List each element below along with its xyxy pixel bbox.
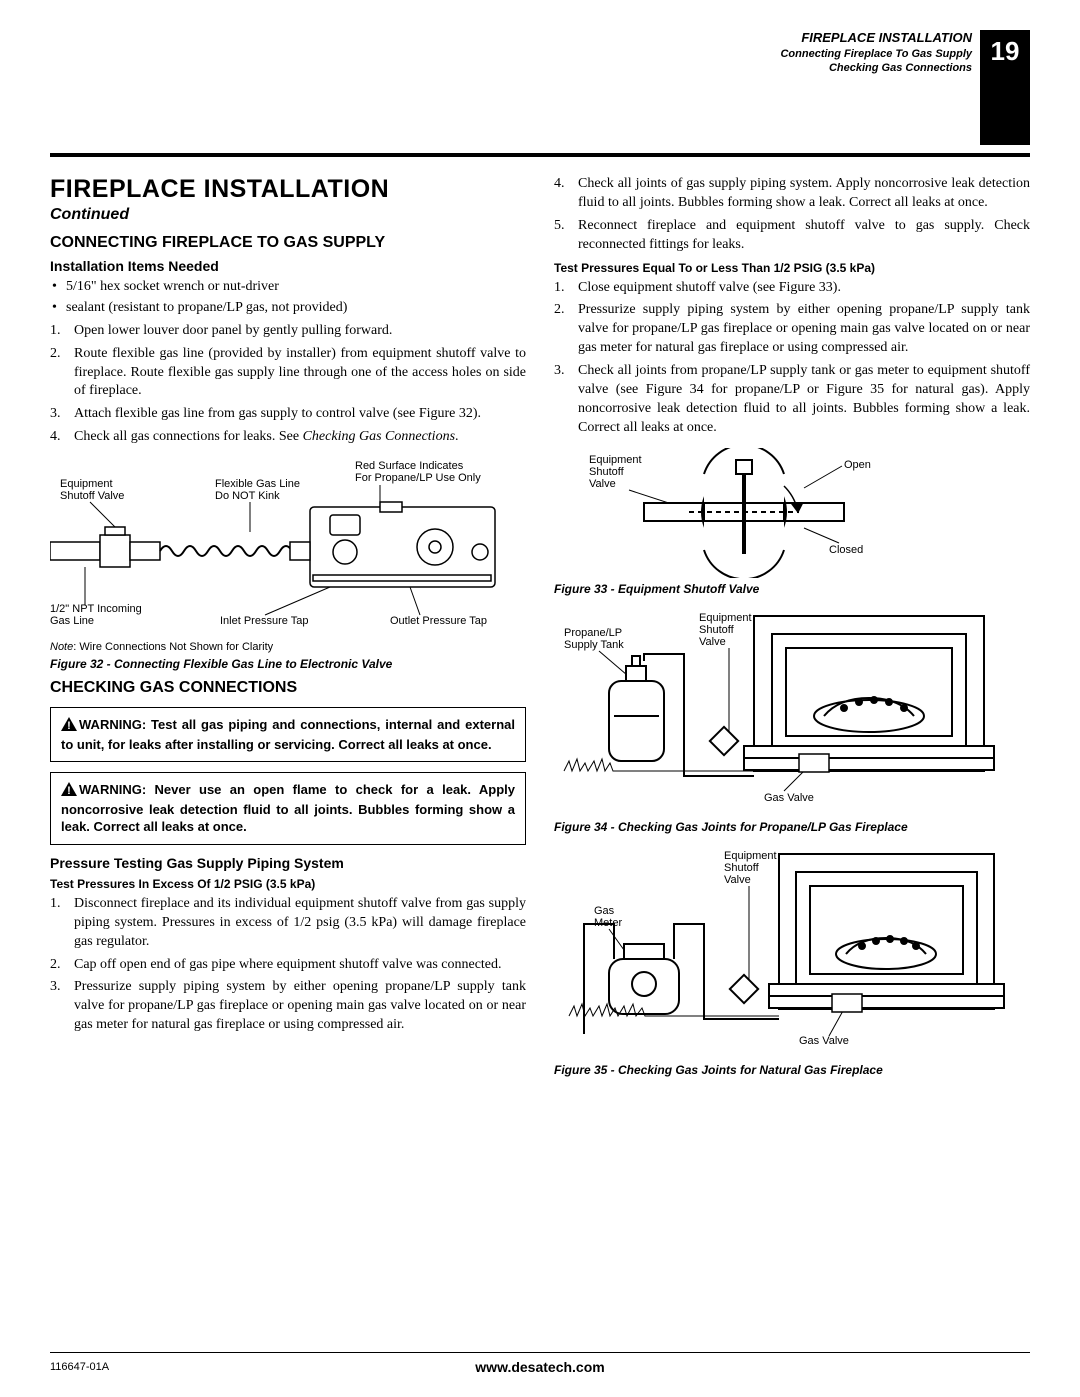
continued-steps-list: Check all joints of gas supply piping sy…: [554, 175, 1030, 255]
svg-text:For Propane/LP Use Only: For Propane/LP Use Only: [355, 472, 481, 484]
list-item: Disconnect fireplace and its individual …: [74, 895, 526, 952]
list-item: Check all joints of gas supply piping sy…: [578, 175, 1030, 213]
svg-text:Propane/LP: Propane/LP: [564, 627, 622, 639]
warning-text-2: WARNING: Never use an open flame to chec…: [61, 782, 515, 834]
figure-32: Red Surface Indicates For Propane/LP Use…: [50, 457, 526, 671]
warning-icon: !: [61, 782, 77, 801]
connect-steps-list: Open lower louver door panel by gently p…: [50, 322, 526, 447]
svg-text:Gas Valve: Gas Valve: [764, 792, 814, 804]
section-connecting-heading: CONNECTING FIREPLACE TO GAS SUPPLY: [50, 234, 526, 252]
list-item: Route flexible gas line (provided by ins…: [74, 345, 526, 402]
page-header: FIREPLACE INSTALLATION Connecting Firepl…: [50, 30, 1030, 145]
page-number-box: 19: [980, 30, 1030, 145]
list-item: Cap off open end of gas pipe where equip…: [74, 956, 526, 975]
header-text-block: FIREPLACE INSTALLATION Connecting Firepl…: [780, 30, 972, 75]
svg-text:Equipment: Equipment: [699, 612, 752, 624]
list-item: Pressurize supply piping system by eithe…: [578, 301, 1030, 358]
page-footer: 116647-01A www.desatech.com: [50, 1352, 1030, 1375]
figure-33: Equipment Shutoff Valve Open Closed: [554, 448, 1030, 596]
svg-text:Inlet Pressure Tap: Inlet Pressure Tap: [220, 615, 308, 627]
bullet-item: sealant (resistant to propane/LP gas, no…: [66, 299, 526, 318]
header-line-3: Checking Gas Connections: [780, 61, 972, 75]
warning-box-2: ! WARNING: Never use an open flame to ch…: [50, 772, 526, 845]
list-item: Close equipment shutoff valve (see Figur…: [578, 279, 1030, 298]
items-needed-heading: Installation Items Needed: [50, 258, 526, 274]
svg-text:Gas Valve: Gas Valve: [799, 1035, 849, 1047]
content-columns: FIREPLACE INSTALLATION Continued CONNECT…: [50, 175, 1030, 1085]
svg-text:Equipment: Equipment: [60, 478, 113, 490]
svg-text:Valve: Valve: [724, 874, 751, 886]
svg-text:1/2" NPT Incoming: 1/2" NPT Incoming: [50, 603, 142, 615]
svg-text:Valve: Valve: [589, 478, 616, 490]
svg-text:Shutoff Valve: Shutoff Valve: [60, 490, 124, 502]
section-checking-heading: CHECKING GAS CONNECTIONS: [50, 679, 526, 697]
leq-psig-heading: Test Pressures Equal To or Less Than 1/2…: [554, 261, 1030, 275]
svg-text:Valve: Valve: [699, 636, 726, 648]
svg-text:Flexible Gas Line: Flexible Gas Line: [215, 478, 300, 490]
header-line-2: Connecting Fireplace To Gas Supply: [780, 47, 972, 61]
svg-text:Open: Open: [844, 459, 871, 471]
warning-box-1: ! WARNING: Test all gas piping and conne…: [50, 707, 526, 762]
header-line-1: FIREPLACE INSTALLATION: [780, 30, 972, 47]
header-rule: [50, 153, 1030, 157]
list-item: Check all gas connections for leaks. See…: [74, 428, 526, 447]
svg-text:Shutoff: Shutoff: [589, 466, 625, 478]
svg-text:!: !: [67, 785, 71, 796]
excess-psig-heading: Test Pressures In Excess Of 1/2 PSIG (3.…: [50, 877, 526, 891]
main-title: FIREPLACE INSTALLATION: [50, 175, 526, 204]
left-column: FIREPLACE INSTALLATION Continued CONNECT…: [50, 175, 526, 1085]
list-item: Open lower louver door panel by gently p…: [74, 322, 526, 341]
svg-text:Closed: Closed: [829, 544, 863, 556]
svg-text:Equipment: Equipment: [589, 454, 642, 466]
svg-text:Supply Tank: Supply Tank: [564, 639, 624, 651]
figure-33-caption: Figure 33 - Equipment Shutoff Valve: [554, 582, 1030, 596]
warning-icon: !: [61, 717, 77, 736]
svg-text:Equipment: Equipment: [724, 850, 777, 862]
footer-url: www.desatech.com: [377, 1359, 704, 1375]
svg-text:Shutoff: Shutoff: [699, 624, 735, 636]
svg-text:!: !: [67, 720, 71, 731]
figure-32-note: Note: Wire Connections Not Shown for Cla…: [50, 641, 526, 653]
items-needed-list: 5/16" hex socket wrench or nut-driver se…: [50, 278, 526, 318]
bullet-item: 5/16" hex socket wrench or nut-driver: [66, 278, 526, 297]
svg-text:Do NOT Kink: Do NOT Kink: [215, 490, 280, 502]
list-item: Reconnect fireplace and equipment shutof…: [578, 217, 1030, 255]
warning-text-1: WARNING: Test all gas piping and connect…: [61, 717, 515, 752]
continued-label: Continued: [50, 206, 526, 224]
svg-text:Gas Line: Gas Line: [50, 615, 94, 627]
list-item: Attach flexible gas line from gas supply…: [74, 405, 526, 424]
list-item: Check all joints from propane/LP supply …: [578, 362, 1030, 438]
svg-text:Outlet Pressure Tap: Outlet Pressure Tap: [390, 615, 487, 627]
doc-number: 116647-01A: [50, 1361, 377, 1373]
figure-35-caption: Figure 35 - Checking Gas Joints for Natu…: [554, 1063, 1030, 1077]
right-column: Check all joints of gas supply piping sy…: [554, 175, 1030, 1085]
svg-text:Shutoff: Shutoff: [724, 862, 760, 874]
svg-text:Red Surface Indicates: Red Surface Indicates: [355, 460, 464, 472]
list-item: Pressurize supply piping system by eithe…: [74, 978, 526, 1035]
pressure-testing-heading: Pressure Testing Gas Supply Piping Syste…: [50, 855, 526, 871]
figure-34: Propane/LP Supply Tank Equipment Shutoff…: [554, 606, 1030, 834]
figure-35: Gas Meter Equipment Shutoff Valve Gas Va…: [554, 844, 1030, 1077]
figure-32-caption: Figure 32 - Connecting Flexible Gas Line…: [50, 657, 526, 671]
svg-text:Gas: Gas: [594, 905, 615, 917]
figure-34-caption: Figure 34 - Checking Gas Joints for Prop…: [554, 820, 1030, 834]
excess-steps-list: Disconnect fireplace and its individual …: [50, 895, 526, 1035]
leq-steps-list: Close equipment shutoff valve (see Figur…: [554, 279, 1030, 438]
